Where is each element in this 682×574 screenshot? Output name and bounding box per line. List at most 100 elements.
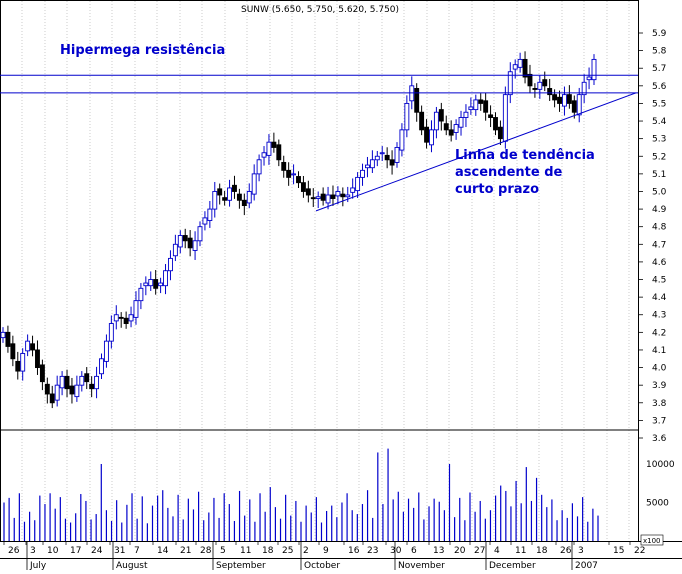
date-tick-label: 21: [180, 546, 191, 556]
price-tick-label: 4.5: [652, 276, 666, 286]
month-label: August: [116, 561, 148, 570]
candle-body: [15, 360, 21, 372]
candle-body: [133, 300, 139, 318]
price-tick-label: 3.6: [652, 434, 667, 444]
price-tick-label: 5.7: [652, 64, 666, 74]
candle-body: [345, 194, 351, 198]
candle-body: [182, 235, 188, 242]
candle-body: [35, 349, 40, 369]
candle-body: [138, 287, 144, 302]
date-tick-label: 26: [560, 546, 572, 556]
candle-body: [232, 184, 237, 192]
trend-annotation-line-2: ascendente de: [455, 165, 563, 180]
date-tick-label: 28: [200, 546, 212, 556]
date-tick-label: 4: [494, 546, 500, 556]
candle-body: [49, 393, 55, 404]
candle-body: [335, 191, 341, 197]
volume-tick-label: 5000: [646, 499, 669, 509]
candle-body: [39, 364, 45, 383]
candle-body: [552, 94, 558, 101]
candle-body: [163, 270, 168, 287]
candle-body: [202, 217, 208, 225]
date-tick-label: 3: [578, 546, 584, 556]
candle-body: [557, 96, 562, 104]
candle-body: [251, 173, 257, 195]
candle-body: [108, 323, 114, 342]
candle-body: [261, 152, 267, 158]
candle-body: [148, 279, 154, 287]
candle-body: [217, 188, 223, 196]
date-tick-label: 18: [536, 546, 548, 556]
date-tick-label: 22: [634, 546, 645, 556]
month-label: December: [489, 561, 536, 570]
candle-body: [74, 384, 80, 398]
price-tick-label: 4.9: [652, 205, 667, 215]
date-tick-label: 30: [390, 546, 402, 556]
price-tick-label: 5.3: [652, 135, 666, 145]
candle-body: [153, 279, 159, 289]
date-tick-label: 23: [367, 546, 378, 556]
price-tick-label: 4.2: [652, 328, 666, 338]
price-tick-label: 4.8: [652, 223, 667, 233]
candle-body: [300, 182, 306, 192]
candle-body: [576, 94, 582, 116]
date-tick-labels: 26 3 10 17 24 31 7 14 21 28 5 11 18 25 2 9 16 23 30 6 13 20 27…: [3, 541, 645, 556]
candle-body: [305, 188, 311, 196]
candle-body: [177, 235, 183, 248]
candle-body: [241, 199, 247, 207]
month-label: November: [398, 561, 445, 570]
price-tick-label: 3.8: [652, 399, 667, 409]
candle-body: [94, 375, 100, 390]
date-tick-label: 16: [348, 546, 360, 556]
date-tick-label: 25: [282, 546, 293, 556]
candle-body: [340, 193, 346, 198]
candle-body: [522, 58, 528, 78]
date-tick-label: 24: [91, 546, 103, 556]
grid-lines: [21, 1, 630, 541]
month-label: September: [216, 561, 266, 570]
price-tick-label: 5.4: [652, 117, 667, 127]
candle-body: [197, 226, 203, 242]
volume-axis: 10000 5000: [646, 460, 675, 509]
price-tick-label: 5.6: [652, 82, 667, 92]
candle-body: [365, 164, 370, 169]
date-tick-label: 18: [262, 546, 274, 556]
candle-body: [59, 375, 65, 389]
candle-body: [389, 159, 395, 166]
volume-tick-label: 10000: [646, 460, 675, 470]
price-tick-label: 3.7: [652, 416, 666, 426]
candle-body: [433, 111, 439, 131]
candle-body: [286, 169, 292, 178]
candle-body: [429, 129, 434, 146]
month-label: July: [29, 561, 47, 570]
date-tick-label: 11: [515, 546, 526, 556]
price-tick-label: 5.5: [652, 99, 666, 109]
candle-body: [399, 129, 405, 151]
price-tick-label: 4.0: [652, 364, 667, 374]
candle-body: [25, 340, 31, 352]
candle-body: [54, 384, 60, 401]
candle-body: [566, 94, 572, 104]
candle-body: [276, 144, 282, 161]
trend-annotation-line-3: curto prazo: [455, 182, 539, 197]
resistance-annotation: Hipermega resistência: [60, 43, 225, 58]
candle-body: [350, 187, 356, 193]
candle-body: [79, 375, 85, 386]
candle-body: [374, 155, 380, 161]
candle-body: [187, 237, 193, 249]
candle-body: [296, 176, 301, 184]
candle-body: [478, 99, 484, 104]
candle-body: [20, 353, 26, 372]
candle-body: [143, 282, 149, 287]
candle-body: [502, 94, 508, 142]
candle-body: [30, 343, 35, 351]
date-tick-label: 9: [323, 546, 329, 556]
candle-body: [507, 71, 513, 96]
candle-body: [512, 64, 518, 70]
candle-body: [207, 208, 213, 221]
candle-body: [360, 169, 365, 178]
candle-body: [493, 117, 498, 131]
candle-body: [89, 383, 95, 390]
candle-body: [266, 141, 272, 156]
candle-body: [84, 373, 90, 383]
